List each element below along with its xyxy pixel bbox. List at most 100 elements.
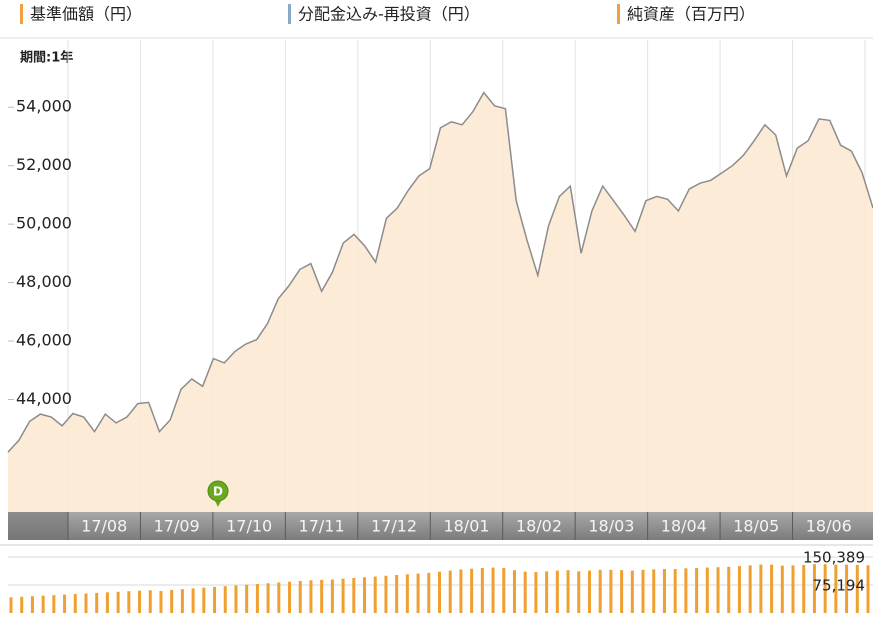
volume-bar xyxy=(20,596,24,613)
volume-bar xyxy=(298,580,302,613)
volume-bar xyxy=(459,569,463,613)
y-tick-label: 50,000 xyxy=(16,214,72,233)
volume-bar xyxy=(105,592,109,613)
volume-bar xyxy=(384,575,388,613)
annotation-label: D xyxy=(213,485,223,499)
y-tick-label: 48,000 xyxy=(16,272,72,291)
volume-bar xyxy=(748,565,752,613)
volume-bar xyxy=(855,564,859,613)
volume-bar xyxy=(30,596,34,613)
volume-bar xyxy=(780,565,784,613)
volume-bar xyxy=(9,597,13,613)
volume-bar xyxy=(202,587,206,613)
volume-bar xyxy=(41,595,45,613)
volume-bar xyxy=(159,591,163,613)
volume-bar xyxy=(705,567,709,613)
volume-bar xyxy=(223,586,227,613)
volume-bar xyxy=(148,590,152,613)
legend-swatch xyxy=(617,4,620,24)
volume-bar xyxy=(684,568,688,613)
volume-bar xyxy=(534,572,538,613)
price-line xyxy=(7,91,873,453)
volume-bar xyxy=(491,567,495,613)
x-tick-label: 17/10 xyxy=(226,517,272,536)
x-tick-label: 17/09 xyxy=(154,517,200,536)
volume-bar xyxy=(652,569,656,613)
legend-label: 基準価額（円） xyxy=(30,5,142,24)
volume-bar xyxy=(73,594,77,613)
volume-bar xyxy=(245,584,249,613)
volume-bar xyxy=(95,592,99,613)
volume-bar xyxy=(213,586,217,613)
volume-bar xyxy=(277,582,281,613)
volume-bar xyxy=(116,591,120,613)
volume-bar xyxy=(802,564,806,613)
volume-bar xyxy=(845,564,849,613)
volume-bar xyxy=(138,590,142,613)
x-axis-band xyxy=(8,512,873,540)
x-tick-label: 18/02 xyxy=(516,517,562,536)
x-tick-label: 18/03 xyxy=(588,517,634,536)
volume-bar xyxy=(609,569,613,613)
volume-bar xyxy=(641,569,645,613)
y-tick-label: 52,000 xyxy=(16,155,72,174)
volume-bar xyxy=(363,577,367,613)
legend-swatch xyxy=(288,4,291,24)
volume-bar xyxy=(823,564,827,613)
volume-bar xyxy=(737,566,741,613)
volume-bar xyxy=(577,571,581,613)
volume-bar xyxy=(727,566,731,613)
volume-bar xyxy=(288,581,292,613)
x-tick-label: 18/04 xyxy=(661,517,707,536)
x-tick-label: 17/12 xyxy=(371,517,417,536)
volume-bar xyxy=(598,569,602,613)
y-tick-label: 150,389 xyxy=(803,548,865,566)
volume-bar xyxy=(266,583,270,613)
volume-bar xyxy=(695,567,699,613)
volume-bar xyxy=(84,593,88,613)
volume-bar xyxy=(352,577,356,613)
volume-bar xyxy=(834,564,838,613)
y-tick-label: 54,000 xyxy=(16,97,72,116)
legend-swatch xyxy=(20,4,23,24)
volume-bar xyxy=(662,569,666,613)
volume-bar xyxy=(234,585,238,613)
volume-bar xyxy=(427,572,431,613)
volume-bar xyxy=(373,576,377,613)
volume-bar xyxy=(759,564,763,613)
x-tick-label: 18/05 xyxy=(733,517,779,536)
volume-bar xyxy=(255,583,259,613)
volume-bar xyxy=(812,564,816,613)
volume-bar xyxy=(448,570,452,613)
volume-bar xyxy=(791,565,795,613)
volume-bar xyxy=(523,571,527,613)
x-tick-label: 18/06 xyxy=(806,517,852,536)
volume-bar xyxy=(673,569,677,613)
volume-bar xyxy=(587,570,591,613)
volume-bar xyxy=(502,567,506,613)
y-tick-label: 46,000 xyxy=(16,331,72,350)
area-fill xyxy=(8,92,873,512)
volume-bar xyxy=(52,595,56,613)
y-tick-label: 44,000 xyxy=(16,389,72,408)
x-axis-lead xyxy=(8,512,68,540)
volume-bar xyxy=(866,565,870,613)
y-tick-label: 75,194 xyxy=(813,576,866,594)
volume-bar xyxy=(191,588,195,613)
volume-bar xyxy=(620,570,624,613)
volume-bar xyxy=(416,573,420,613)
volume-bar xyxy=(545,571,549,613)
volume-bar xyxy=(180,589,184,613)
volume-bar xyxy=(170,589,174,613)
x-tick-label: 18/01 xyxy=(443,517,489,536)
volume-bar xyxy=(480,567,484,613)
volume-bar xyxy=(63,594,67,613)
volume-bar xyxy=(330,579,334,613)
volume-bar xyxy=(716,567,720,613)
volume-bar xyxy=(309,580,313,613)
volume-bar xyxy=(395,575,399,613)
volume-bar xyxy=(341,578,345,613)
volume-bar xyxy=(770,564,774,613)
period-label: 期間:1年 xyxy=(20,50,73,66)
